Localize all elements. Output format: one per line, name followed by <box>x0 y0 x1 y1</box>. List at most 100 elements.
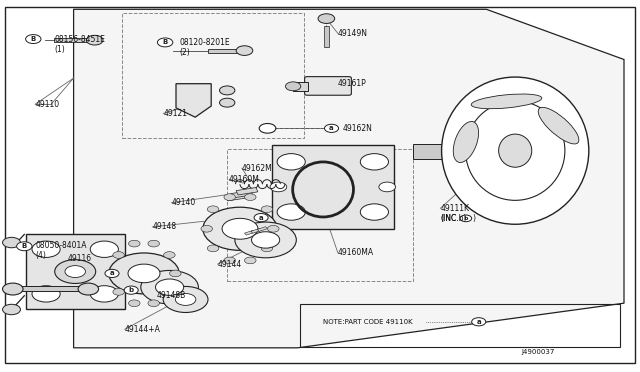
Circle shape <box>252 232 280 248</box>
Circle shape <box>26 35 41 44</box>
Circle shape <box>90 241 118 257</box>
Circle shape <box>129 240 140 247</box>
Circle shape <box>472 318 486 326</box>
Circle shape <box>259 124 276 133</box>
Bar <box>231 190 253 198</box>
Circle shape <box>360 154 388 170</box>
Text: (4): (4) <box>35 251 46 260</box>
Text: a: a <box>476 319 481 325</box>
Circle shape <box>270 182 287 192</box>
Text: 08050-8401A: 08050-8401A <box>35 241 86 250</box>
Circle shape <box>277 204 305 220</box>
Circle shape <box>54 260 96 283</box>
Polygon shape <box>176 84 211 117</box>
Bar <box>16 286 86 291</box>
Circle shape <box>164 289 175 295</box>
Text: a: a <box>329 125 334 131</box>
Text: B: B <box>31 36 36 42</box>
Bar <box>324 26 329 46</box>
Text: 49144: 49144 <box>218 260 242 269</box>
Circle shape <box>318 14 335 23</box>
Text: b: b <box>129 287 134 293</box>
Bar <box>26 234 125 309</box>
Bar <box>122 13 304 138</box>
Circle shape <box>157 38 173 47</box>
Circle shape <box>90 286 118 302</box>
Text: 08156-8451E: 08156-8451E <box>54 35 105 44</box>
Circle shape <box>244 194 256 201</box>
Text: 08120-8201E: 08120-8201E <box>179 38 230 47</box>
Text: 49116: 49116 <box>67 254 92 263</box>
Text: b: b <box>464 216 468 221</box>
FancyBboxPatch shape <box>305 77 351 95</box>
Circle shape <box>65 266 85 278</box>
Text: 49140: 49140 <box>172 198 196 207</box>
Bar <box>244 230 255 235</box>
Circle shape <box>254 214 268 222</box>
Circle shape <box>17 242 32 251</box>
Ellipse shape <box>499 134 532 167</box>
Text: (INC.b): (INC.b) <box>440 214 467 223</box>
Circle shape <box>105 269 119 278</box>
Circle shape <box>32 286 60 302</box>
Circle shape <box>128 264 160 283</box>
Circle shape <box>207 245 219 252</box>
Text: (1): (1) <box>54 45 65 54</box>
Bar <box>236 187 258 195</box>
Text: B: B <box>163 39 168 45</box>
Ellipse shape <box>471 94 542 109</box>
Text: 49160MA: 49160MA <box>338 248 374 257</box>
Circle shape <box>124 286 138 294</box>
Text: a: a <box>109 270 115 276</box>
Circle shape <box>156 279 184 295</box>
Text: 49148B: 49148B <box>157 291 186 300</box>
Text: 49110: 49110 <box>35 100 60 109</box>
Circle shape <box>32 241 60 257</box>
Circle shape <box>129 300 140 307</box>
Bar <box>413 144 486 159</box>
Circle shape <box>78 283 99 295</box>
Circle shape <box>285 82 301 91</box>
Text: B: B <box>22 243 27 249</box>
Circle shape <box>324 124 339 132</box>
Circle shape <box>141 270 198 304</box>
Text: (2): (2) <box>179 48 190 57</box>
Text: 49111K: 49111K <box>440 204 469 213</box>
Circle shape <box>148 300 159 307</box>
Text: 49149N: 49149N <box>338 29 368 38</box>
Ellipse shape <box>442 77 589 224</box>
Bar <box>226 193 248 201</box>
Circle shape <box>236 46 253 55</box>
Text: 49148: 49148 <box>152 222 177 231</box>
Circle shape <box>207 206 219 212</box>
Text: 49162N: 49162N <box>342 124 372 133</box>
Circle shape <box>222 218 258 239</box>
Text: (INC.: (INC. <box>440 214 459 223</box>
Text: NOTE:PART CODE 49110K: NOTE:PART CODE 49110K <box>323 319 413 325</box>
Circle shape <box>224 257 236 264</box>
Circle shape <box>261 206 273 212</box>
Text: 49162M: 49162M <box>242 164 273 173</box>
Text: 49161P: 49161P <box>338 79 367 88</box>
Bar <box>257 227 268 231</box>
Bar <box>208 49 240 53</box>
Bar <box>293 82 308 91</box>
Circle shape <box>224 194 236 201</box>
Circle shape <box>3 304 20 315</box>
Circle shape <box>268 225 279 232</box>
Circle shape <box>460 215 472 222</box>
Circle shape <box>201 225 212 232</box>
Circle shape <box>113 289 124 295</box>
Ellipse shape <box>453 121 479 163</box>
Bar <box>272 145 394 229</box>
Circle shape <box>163 286 208 312</box>
Bar <box>251 228 261 233</box>
Circle shape <box>261 245 273 252</box>
Circle shape <box>3 237 20 248</box>
Circle shape <box>86 35 103 45</box>
Text: 49144+A: 49144+A <box>125 325 161 334</box>
Circle shape <box>3 283 23 295</box>
Bar <box>227 149 413 281</box>
Circle shape <box>148 240 159 247</box>
Circle shape <box>220 86 235 95</box>
